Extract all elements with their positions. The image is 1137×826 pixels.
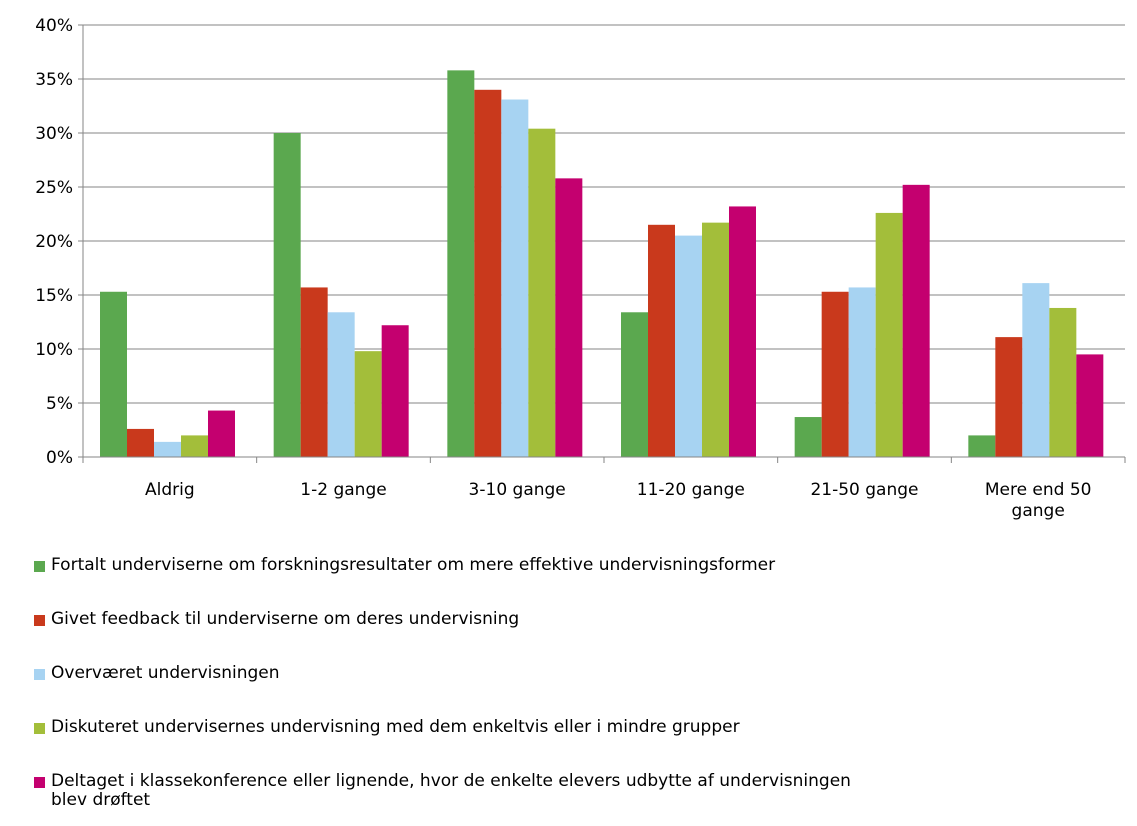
legend-item: Fortalt underviserne om forskningsresult… (34, 556, 1124, 610)
legend-item: Givet feedback til underviserne om deres… (34, 610, 1124, 664)
bar (968, 435, 996, 457)
legend-label: Fortalt underviserne om forskningsresult… (51, 555, 776, 575)
legend-label: Givet feedback til underviserne om deres… (51, 609, 520, 629)
bar (648, 224, 675, 457)
bar (729, 206, 756, 457)
x-tick-label: 11-20 gange (637, 480, 745, 500)
x-tick-label: 3-10 gange (469, 480, 566, 500)
bar (273, 133, 301, 457)
y-tick-label: 10% (35, 340, 73, 360)
bar (902, 184, 930, 457)
y-tick-label: 40% (35, 16, 73, 36)
bar (327, 312, 355, 457)
bar (127, 428, 154, 457)
legend-label: Diskuteret undervisernes undervisning me… (51, 717, 740, 737)
bar (100, 291, 127, 457)
legend: Fortalt underviserne om forskningsresult… (34, 556, 1124, 826)
bar (621, 312, 648, 457)
legend-label: Deltaget i klassekonference eller lignen… (51, 771, 851, 810)
legend-swatch (34, 723, 45, 734)
x-tick-label: Aldrig (145, 480, 195, 500)
bar (794, 417, 822, 457)
bar (528, 128, 556, 457)
bar (675, 235, 702, 457)
bar (300, 287, 328, 457)
y-tick-label: 35% (35, 70, 73, 90)
legend-swatch (34, 561, 45, 572)
legend-swatch (34, 669, 45, 680)
y-tick-label: 20% (35, 232, 73, 252)
bar (995, 337, 1023, 457)
bar (501, 99, 529, 458)
bar (474, 89, 502, 458)
bar (154, 441, 181, 457)
bar (381, 325, 409, 457)
x-tick-labels: Aldrig 1-2 gange 3-10 gange 11-20 gange 21-5… (145, 480, 1091, 521)
x-tick-label: 1-2 gange (300, 480, 386, 500)
bar (702, 222, 729, 457)
y-tick-labels: 0% 5% 10% 15% 20% 25% 30% 35% 40% (35, 16, 73, 468)
bar (1022, 283, 1050, 457)
x-tick-label: 21-50 gange (810, 480, 918, 500)
y-tick-label: 30% (35, 124, 73, 144)
bar (208, 410, 235, 457)
legend-item: Diskuteret undervisernes undervisning me… (34, 718, 1124, 772)
legend-item: Deltaget i klassekonference eller lignen… (34, 772, 1124, 826)
bar (875, 212, 903, 457)
legend-swatch (34, 777, 45, 788)
y-tick-label: 5% (46, 394, 73, 414)
bar (1049, 307, 1077, 457)
bar (1076, 354, 1104, 457)
bar (821, 291, 849, 457)
bar (447, 70, 475, 458)
axes (82, 25, 1126, 463)
y-tick-label: 15% (35, 286, 73, 306)
bars (100, 70, 1104, 458)
bar (181, 435, 208, 457)
y-tick-label: 0% (46, 448, 73, 468)
legend-swatch (34, 615, 45, 626)
legend-item: Overværet undervisningen (34, 664, 1124, 718)
legend-label: Overværet undervisningen (51, 663, 280, 683)
bar (848, 287, 876, 457)
bar-chart: 0% 5% 10% 15% 20% 25% 30% 35% 40% Aldrig 1-2 gang… (35, 16, 1126, 521)
bar (555, 178, 583, 458)
y-tick-label: 25% (35, 178, 73, 198)
gridlines (78, 24, 1125, 458)
bar (354, 351, 382, 457)
x-tick-label: Mere end 50 gange (985, 480, 1092, 521)
